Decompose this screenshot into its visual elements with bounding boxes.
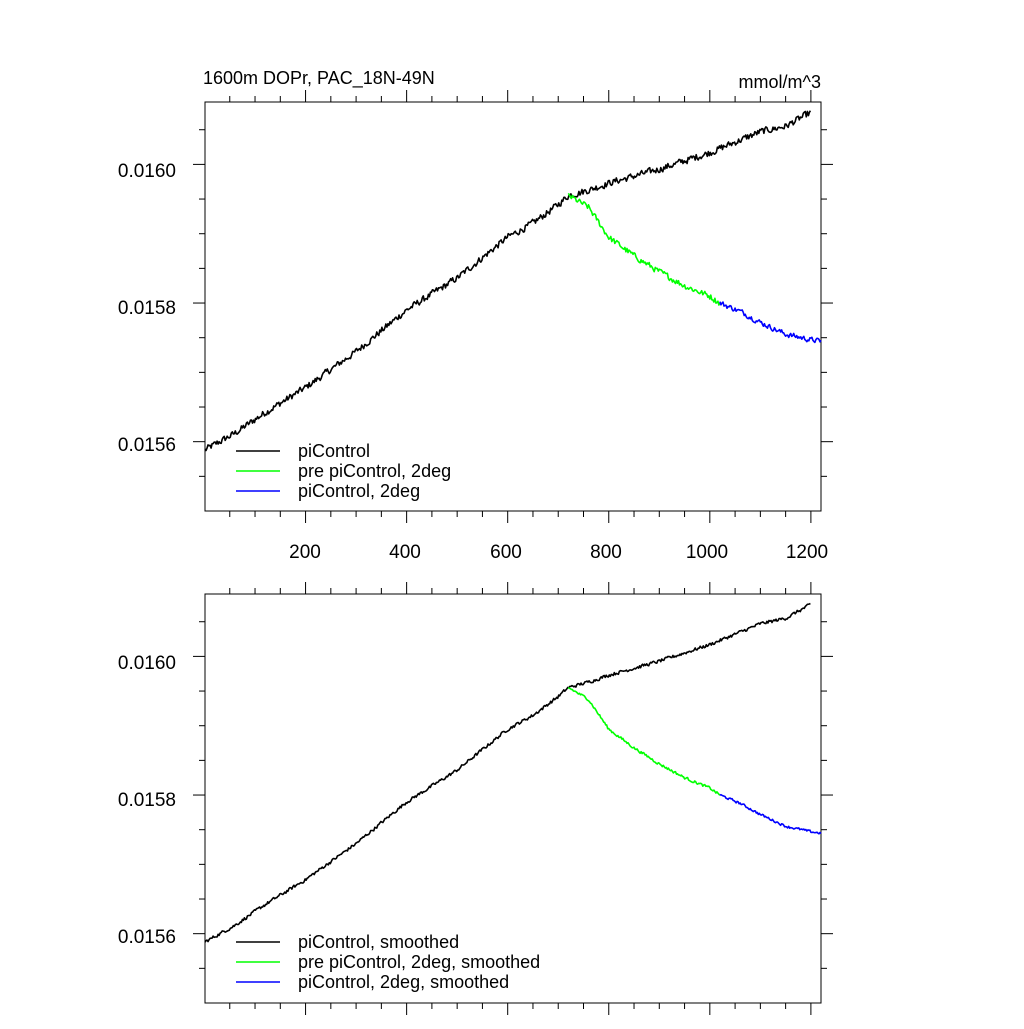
series-line-picontrol-2deg-smoothed	[719, 793, 822, 835]
plot-frame-top	[204, 101, 822, 512]
series-group-bottom	[204, 602, 822, 943]
legend-label: pre piControl, 2deg, smoothed	[298, 952, 540, 972]
y-tick-label: 0.0156	[118, 927, 176, 948]
x-tick-label: 600	[490, 542, 522, 563]
axis-ticks-bottom	[193, 582, 833, 1015]
legend-label: piControl, 2deg	[298, 481, 420, 501]
y-tick-label: 0.0160	[118, 161, 176, 182]
series-line-picontrol	[204, 110, 812, 452]
y-tick-label: 0.0160	[118, 653, 176, 674]
series-line-picontrol-2deg	[719, 301, 822, 344]
legend-label: piControl, 2deg, smoothed	[298, 972, 509, 992]
plot-frame-bottom	[204, 593, 822, 1004]
x-tick-label: 800	[590, 542, 622, 563]
x-tick-label: 1200	[786, 542, 828, 563]
panel-bottom: 0.0160 0.0158 0.0156 piControl, smoothed…	[118, 582, 833, 1015]
x-tick-label: 200	[289, 542, 321, 563]
legend-label: pre piControl, 2deg	[298, 461, 451, 481]
series-line-picontrol-smoothed	[204, 602, 811, 943]
x-tick-label: 400	[389, 542, 421, 563]
panel-top: 1600m DOPr, PAC_18N-49N mmol/m^3 0.0160 …	[118, 68, 833, 563]
series-line-pre-picontrol-2deg-smoothed	[567, 686, 721, 796]
chart-title: 1600m DOPr, PAC_18N-49N	[203, 68, 435, 89]
legend-bottom: piControl, smoothed pre piControl, 2deg,…	[236, 932, 540, 992]
x-tick-label: 1000	[686, 542, 728, 563]
y-tick-label: 0.0158	[118, 790, 176, 811]
y-tick-label: 0.0158	[118, 298, 176, 319]
axis-ticks-top	[193, 90, 833, 523]
series-line-pre-picontrol-2deg	[567, 192, 721, 306]
units-label: mmol/m^3	[739, 72, 821, 92]
y-tick-label: 0.0156	[118, 435, 176, 456]
legend-label: piControl	[298, 441, 370, 461]
legend-label: piControl, smoothed	[298, 932, 459, 952]
legend-top: piControl pre piControl, 2deg piControl,…	[236, 441, 451, 501]
series-group-top	[204, 110, 822, 452]
